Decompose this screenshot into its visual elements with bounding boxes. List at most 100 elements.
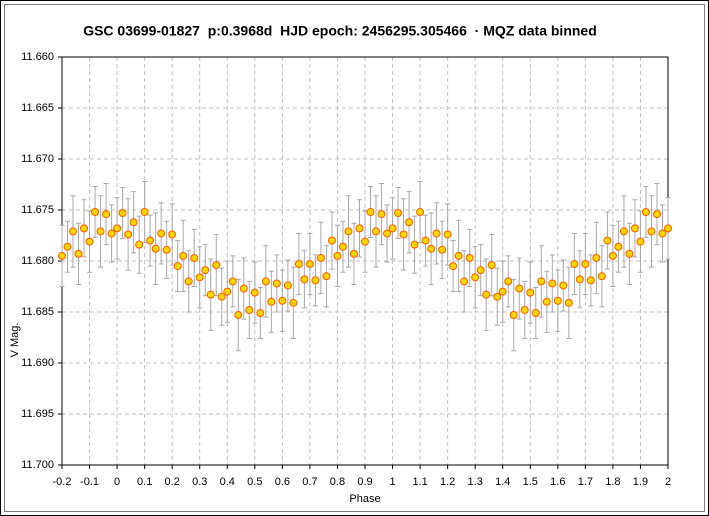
data-point xyxy=(184,277,193,286)
data-point xyxy=(190,253,199,262)
y-tick-label: 11.695 xyxy=(21,408,54,420)
data-point xyxy=(361,237,369,246)
data-point xyxy=(614,242,623,251)
y-tick-label: 11.680 xyxy=(21,255,54,267)
y-tick-label: 11.665 xyxy=(21,102,54,114)
data-point xyxy=(129,218,138,227)
data-point xyxy=(135,240,144,249)
data-point xyxy=(212,261,221,270)
x-tick-label: 0.7 xyxy=(302,476,317,488)
x-tick-label: 0.6 xyxy=(275,476,290,488)
x-tick-label: 0 xyxy=(114,476,120,488)
data-point xyxy=(515,284,524,293)
data-point xyxy=(454,251,463,260)
data-point xyxy=(300,275,309,284)
x-tick-label: 0.1 xyxy=(137,476,152,488)
data-point xyxy=(487,261,496,270)
data-point xyxy=(564,298,573,307)
data-point xyxy=(619,227,628,236)
data-point xyxy=(58,251,66,260)
data-point xyxy=(80,224,89,233)
data-point xyxy=(206,290,215,299)
data-point xyxy=(69,227,78,236)
x-tick-label: 0.2 xyxy=(165,476,180,488)
data-point xyxy=(526,288,535,297)
x-tick-label: 2 xyxy=(665,476,671,488)
data-point xyxy=(278,296,287,305)
x-tick-label: 1.1 xyxy=(412,476,427,488)
data-point xyxy=(548,279,557,288)
data-point xyxy=(283,281,292,290)
x-tick-label: -0.2 xyxy=(53,476,72,488)
data-point xyxy=(102,210,111,219)
data-point xyxy=(63,242,72,251)
data-point xyxy=(140,208,149,217)
data-point xyxy=(520,305,529,314)
data-point xyxy=(333,251,342,260)
x-tick-label: 1.7 xyxy=(578,476,593,488)
x-tick-label: 1.4 xyxy=(495,476,510,488)
data-point xyxy=(327,236,336,245)
data-point xyxy=(553,296,562,305)
data-point xyxy=(289,298,298,307)
y-tick-label: 11.660 xyxy=(21,51,54,63)
data-point xyxy=(575,275,584,284)
data-point xyxy=(250,288,259,297)
y-tick-label: 11.700 xyxy=(21,459,54,471)
data-point xyxy=(537,277,546,286)
data-point xyxy=(443,230,452,239)
x-tick-label: 1.9 xyxy=(633,476,648,488)
data-point xyxy=(388,224,397,233)
data-point xyxy=(228,277,237,286)
data-point xyxy=(256,309,265,318)
chart-title: GSC 03699-01827 p:0.3968d HJD epoch: 245… xyxy=(83,23,597,39)
data-point xyxy=(162,245,171,254)
data-point xyxy=(344,227,353,236)
data-point xyxy=(570,260,579,269)
data-point xyxy=(608,251,617,260)
data-point xyxy=(173,262,182,271)
data-point xyxy=(647,227,656,236)
data-point xyxy=(223,287,232,296)
data-point xyxy=(179,251,188,260)
data-point xyxy=(239,284,248,293)
y-tick-label: 11.685 xyxy=(21,306,54,318)
data-point xyxy=(305,260,314,269)
data-point xyxy=(592,253,601,262)
data-point xyxy=(366,208,375,217)
data-point xyxy=(201,266,210,275)
data-point xyxy=(118,209,127,218)
x-tick-label: 1 xyxy=(389,476,395,488)
data-point xyxy=(96,227,105,236)
data-point xyxy=(603,236,612,245)
data-point xyxy=(460,277,469,286)
data-point xyxy=(146,236,155,245)
data-point xyxy=(586,276,595,285)
data-point xyxy=(559,281,568,290)
x-tick-label: 0.5 xyxy=(247,476,262,488)
x-tick-label: 1.8 xyxy=(605,476,620,488)
y-tick-label: 11.690 xyxy=(21,357,54,369)
data-point xyxy=(438,245,447,254)
x-tick-label: 0.9 xyxy=(357,476,372,488)
y-tick-label: 11.675 xyxy=(21,204,54,216)
data-point xyxy=(338,242,347,251)
data-point xyxy=(322,272,331,281)
data-point xyxy=(399,230,408,239)
data-point xyxy=(272,279,281,288)
data-point xyxy=(168,230,177,239)
data-point xyxy=(597,272,606,281)
y-axis-label: V Mag. xyxy=(9,323,21,358)
data-point xyxy=(410,240,419,249)
data-point xyxy=(449,262,458,271)
data-point xyxy=(124,230,133,239)
data-point xyxy=(311,276,320,285)
data-point xyxy=(664,224,672,233)
data-point xyxy=(652,210,661,219)
data-point xyxy=(267,297,276,306)
data-point xyxy=(630,224,639,233)
data-point xyxy=(493,292,502,301)
data-point xyxy=(113,224,122,233)
data-point xyxy=(383,229,392,238)
data-point xyxy=(245,305,254,314)
